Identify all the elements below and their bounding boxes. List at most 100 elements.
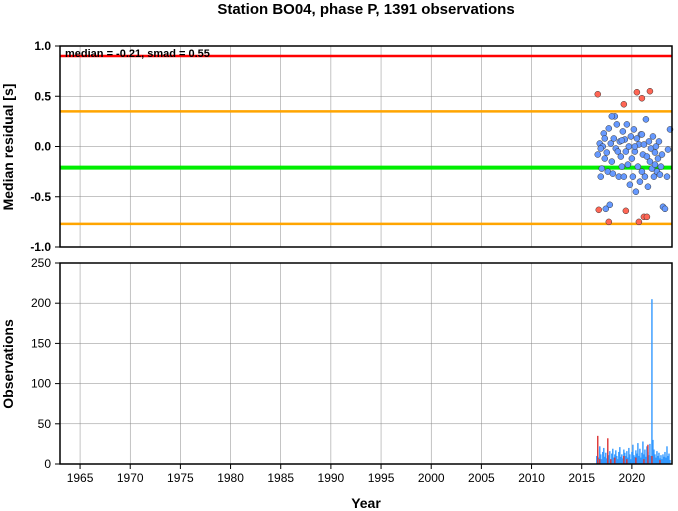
residual-point (606, 201, 614, 209)
residual-point (631, 143, 639, 150)
year-x-label: Year (351, 495, 381, 511)
observation-bar (618, 451, 620, 464)
residual-point (601, 155, 609, 162)
observations-panel: 0 50 100 150 200 250 1965 1970 1975 1980 1985 1990… (0, 256, 673, 511)
observation-bar (669, 459, 671, 464)
chart-title: Station BO04, phase P, 1391 observations (217, 1, 514, 18)
outlier-observation-bar (626, 459, 628, 464)
y-tick-label: 50 (38, 417, 52, 431)
residual-point (597, 173, 605, 180)
observations-y-ticks: 0 50 100 150 200 250 (31, 256, 60, 471)
residual-point (644, 183, 652, 190)
residual-point (650, 173, 658, 180)
observation-bar (601, 459, 603, 464)
observation-bar (631, 451, 633, 464)
residual-point (651, 149, 659, 156)
residual-point (655, 138, 663, 145)
residual-point (652, 143, 660, 150)
observation-bar (640, 457, 642, 464)
observation-bar (655, 457, 657, 464)
y-tick-label: -0.5 (30, 190, 51, 204)
y-tick-label: 250 (31, 256, 51, 270)
outlier-observation-bar (614, 457, 616, 464)
x-tick-label: 1990 (318, 471, 345, 485)
residual-point (609, 170, 617, 177)
y-tick-label: 100 (31, 377, 51, 391)
observation-bars (596, 299, 671, 464)
observation-bar (657, 455, 659, 464)
residual-point (623, 121, 631, 128)
residual-point (642, 116, 650, 123)
observation-bar (648, 455, 650, 464)
y-tick-label: 150 (31, 336, 51, 350)
outlier-observation-bar (599, 459, 601, 464)
observation-bar (608, 455, 610, 464)
residual-point (658, 151, 666, 158)
y-tick-label: 0.5 (34, 89, 51, 103)
outlier-observation-bar (623, 455, 625, 464)
residual-point (608, 113, 616, 120)
y-tick-label: 200 (31, 296, 51, 310)
residual-point (638, 95, 646, 102)
year-x-ticks: 1965 1970 1975 1980 1985 1990 1995 2000 2005 2010… (67, 464, 646, 485)
residual-point (634, 163, 642, 170)
observation-bar (602, 451, 604, 464)
residual-point (610, 135, 618, 142)
observations-y-label: Observations (0, 319, 16, 409)
x-tick-label: 1975 (167, 471, 194, 485)
residual-point (607, 140, 615, 147)
observation-bar (667, 455, 669, 464)
outlier-observation-bar (597, 435, 599, 464)
residual-point (630, 126, 638, 133)
residual-point (635, 218, 643, 226)
observation-bar (626, 451, 628, 464)
x-tick-label: 1985 (267, 471, 294, 485)
residual-point (595, 206, 603, 214)
observation-bar (632, 444, 634, 464)
outlier-observation-bar (659, 459, 661, 464)
observation-bar (635, 450, 637, 464)
residual-point (638, 131, 646, 138)
x-tick-label: 1980 (217, 471, 244, 485)
residual-point (643, 213, 651, 221)
residual-point (618, 137, 626, 144)
median-annotation: median = -0.21, smad = 0.55 (65, 48, 210, 60)
observation-bar (653, 449, 655, 464)
observation-bar (600, 454, 602, 464)
observation-bar (637, 443, 639, 464)
residual-point (613, 121, 621, 128)
observation-bar (628, 447, 630, 464)
residual-point (649, 133, 657, 140)
observation-bar (649, 443, 651, 464)
observation-bar (666, 446, 668, 464)
residual-point (636, 178, 644, 185)
residual-point (627, 133, 635, 140)
observation-bar (604, 456, 606, 464)
y-tick-label: 1.0 (34, 39, 51, 53)
observation-bar (621, 454, 623, 464)
residual-point (664, 146, 672, 153)
residual-point (614, 148, 622, 155)
residual-point (594, 90, 602, 98)
observation-bar (654, 454, 656, 464)
observation-bar (609, 451, 611, 464)
observation-bar (636, 453, 638, 464)
observation-bar (630, 459, 632, 464)
observation-bar (668, 453, 670, 464)
residual-point (657, 163, 665, 170)
observation-bar (634, 456, 636, 464)
residual-y-ticks: -1.0 -0.5 0.0 0.5 1.0 (30, 39, 60, 254)
residual-point (601, 135, 609, 142)
observation-bar (599, 446, 601, 464)
residual-point (619, 128, 627, 135)
observation-bar (661, 459, 663, 464)
x-tick-label: 2010 (518, 471, 545, 485)
observation-bar (662, 454, 664, 464)
residual-point (605, 218, 613, 226)
observation-bar (664, 451, 666, 464)
residual-point (656, 171, 664, 178)
residual-point (646, 158, 654, 165)
observations-grid (60, 262, 672, 465)
residual-point (603, 149, 611, 156)
